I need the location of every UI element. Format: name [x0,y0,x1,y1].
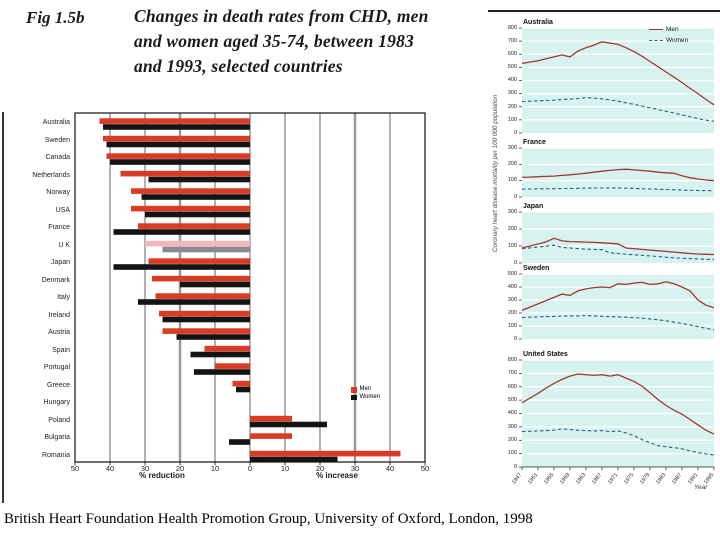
bar-axis-tick: 40 [105,463,115,473]
line-ytick: 0 [513,193,517,200]
bar-country-label: Austria [48,329,70,336]
bar-axis-tick: 10 [210,463,220,473]
bar-country-label: Romania [41,451,70,459]
line-ytick: 600 [507,383,517,390]
bar-legend-women: Women [351,394,380,402]
line-legend-men: Men [649,24,688,35]
slide-title-line-3: and 1993, selected countries [134,56,343,76]
line-ytick: 200 [507,225,517,232]
bar-legend-women-label: Women [359,393,381,400]
slide-title-line-2: and women aged 35-74, between 1983 [134,31,414,51]
bar-axis-label-reduction: % reduction [139,471,185,480]
line-ytick: 500 [507,396,517,403]
bar-axis-tick: 30 [140,463,150,473]
line-ytick: 400 [507,77,517,84]
bar-country-label: Greece [47,381,70,389]
line-ytick: 100 [507,177,517,184]
bar-country-label: Sweden [44,136,70,144]
line-ytick: 300 [507,144,517,151]
bar-country-label: Norway [46,189,70,196]
line-panel-xlabel: Year [694,484,708,491]
bar-legend-men-label: Men [359,386,372,392]
line-chart-title: United States [523,350,568,358]
line-ytick: 800 [507,24,517,31]
line-ytick: 300 [507,423,517,430]
men-swatch-icon [351,387,357,393]
line-legend-women-label: Women [666,37,689,44]
women-swatch-icon [351,394,357,400]
bar-axis-label-increase: % increase [316,471,358,480]
bar-axis-tick: 10 [280,463,290,473]
bar-country-label: Italy [57,294,70,301]
bar-axis-tick: 50 [420,463,430,473]
line-panel-ylabel: Coronary heart disease mortality per 100… [492,94,499,252]
line-ytick: 400 [507,410,517,417]
bar-country-label: Australia [42,119,70,126]
panel-top-rule [488,10,720,12]
line-chart-title: Sweden [523,264,550,272]
line-ytick: 300 [507,296,517,303]
line-ytick: 200 [507,161,517,168]
bar-country-label: Canada [45,154,70,161]
line-ytick: 0 [513,335,517,342]
line-legend-men-label: Men [666,26,679,33]
line-ytick: 300 [507,208,517,215]
line-ytick: 500 [507,64,517,71]
bar-axis-tick: 0 [247,463,253,473]
line-ytick: 100 [507,450,517,457]
line-ytick: 700 [507,370,517,377]
bar-country-label: Japan [50,259,70,266]
slide-title-line-1: Changes in death rates from CHD, men [134,6,429,26]
bar-country-label: Ireland [48,311,70,319]
men-line-icon [649,29,663,30]
bar-chart-legend: Men Women [351,386,380,401]
line-ytick: 0 [513,463,517,470]
left-border-rule [2,112,4,503]
line-legend-women: Women [649,35,688,46]
bar-country-label: USA [55,206,70,214]
line-chart-title: France [523,138,546,146]
bar-country-label: Hungary [43,399,70,406]
line-ytick: 200 [507,437,517,444]
line-ytick: 200 [507,103,517,110]
line-ytick: 100 [507,116,517,123]
line-ytick: 200 [507,309,517,316]
bar-country-label: Denmark [41,276,70,284]
bar-axis-tick: 40 [385,463,395,473]
figure-number: Fig 1.5b [26,8,85,27]
bar-legend-men: Men [351,386,380,394]
line-ytick: 300 [507,90,517,97]
source-caption: British Heart Foundation Health Promotio… [4,511,533,527]
bar-axis-tick: 20 [315,463,325,473]
line-ytick: 700 [507,37,517,44]
line-ytick: 0 [513,129,517,136]
bar-country-label: Spain [52,346,70,354]
line-ytick: 500 [507,270,517,277]
bar-axis-tick: 30 [350,463,360,473]
bar-country-label: Bulgaria [44,434,70,441]
line-ytick: 100 [507,242,517,249]
bar-country-label: France [48,224,70,231]
line-chart-title: Japan [523,202,544,210]
bar-country-label: Netherlands [32,171,70,179]
line-ytick: 600 [507,51,517,58]
bar-axis-tick: 20 [175,463,185,473]
bar-axis-tick: 50 [70,463,80,473]
women-line-icon [649,40,663,41]
line-chart-legend: Men Women [649,24,688,46]
bar-country-label: U K [58,241,70,249]
bar-country-label: Poland [48,416,70,424]
line-ytick: 0 [513,259,517,266]
line-ytick: 100 [507,322,517,329]
line-ytick: 400 [507,283,517,290]
line-ytick: 800 [507,356,517,363]
bar-country-label: Portugal [43,364,70,371]
line-chart-title: Australia [523,18,553,26]
